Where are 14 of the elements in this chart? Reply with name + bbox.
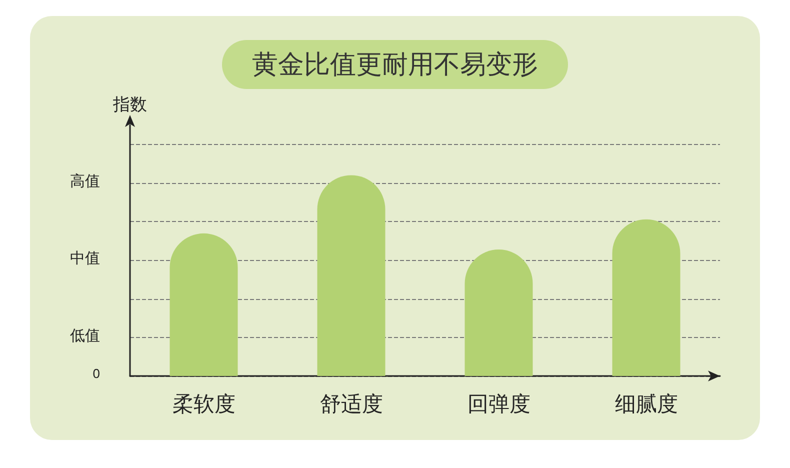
y-axis-title: 指数 xyxy=(112,95,147,114)
text: 中值 xyxy=(70,250,100,268)
text: 低值 xyxy=(70,327,100,344)
chart-title: 黄金比值更耐用不易变形 xyxy=(222,40,568,89)
bar xyxy=(170,233,238,376)
bar xyxy=(317,175,386,376)
x-tick-label: 柔软度 xyxy=(172,393,236,416)
bar xyxy=(464,249,533,376)
bar xyxy=(612,219,680,376)
x-tick-label: 细腻度 xyxy=(614,393,678,416)
x-tick-label: 回弹度 xyxy=(467,393,530,416)
x-tick-label: 舒适度 xyxy=(320,393,383,416)
text: 高值 xyxy=(70,172,100,190)
text: 0 xyxy=(92,366,100,381)
